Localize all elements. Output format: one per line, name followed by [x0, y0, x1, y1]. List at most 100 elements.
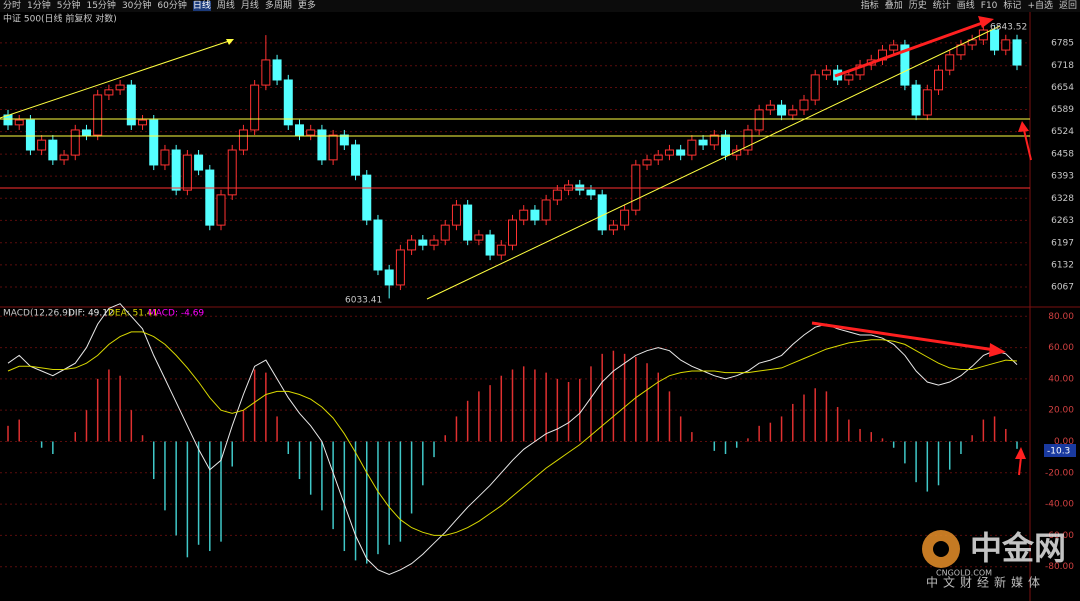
y-tick-label: 6458	[1051, 150, 1074, 160]
watermark-name: 中金网	[970, 529, 1066, 567]
candle-body	[541, 199, 551, 221]
y-tick-label: 6785	[1051, 38, 1074, 48]
tool-button[interactable]: 画线	[956, 1, 975, 11]
period-tab[interactable]: 15分钟	[86, 1, 116, 11]
candle-body	[552, 189, 562, 201]
period-tab[interactable]: 30分钟	[121, 1, 152, 11]
candle-body	[889, 44, 899, 51]
candle-body	[48, 139, 58, 161]
y-tick-label: 0.00	[1054, 437, 1074, 447]
candle-body	[160, 149, 170, 166]
candle-body	[743, 129, 753, 151]
candle-body	[138, 119, 148, 126]
low-label: 6033.41	[345, 296, 382, 306]
tool-button[interactable]: F10	[980, 1, 998, 11]
legend-dif: DIF: 49.12	[68, 309, 114, 319]
candle-body	[608, 224, 618, 231]
candle-body	[451, 204, 461, 226]
candle-body	[205, 169, 215, 226]
arrowhead	[226, 39, 234, 45]
candle-body	[384, 269, 394, 286]
candle-body	[519, 209, 529, 221]
tool-button[interactable]: 历史	[908, 1, 927, 11]
y-tick-label: 20.00	[1048, 406, 1074, 416]
period-tab[interactable]: 日线	[192, 1, 211, 11]
candle-body	[250, 84, 260, 131]
current-value-box	[1044, 444, 1076, 457]
y-tick-label: 6197	[1051, 238, 1074, 248]
y-tick-label: -60.00	[1045, 531, 1074, 541]
candle-body	[104, 89, 114, 96]
y-tick-label: 6132	[1051, 260, 1074, 270]
candle-body	[395, 249, 405, 286]
watermark-url: CNGOLD.COM	[936, 569, 992, 578]
tool-button[interactable]: 返回	[1058, 1, 1077, 11]
candle-body	[407, 239, 417, 251]
period-tab[interactable]: 周线	[216, 1, 235, 11]
period-tab[interactable]: 更多	[297, 1, 316, 11]
arrowhead	[1015, 447, 1026, 459]
candle-body	[328, 134, 338, 161]
y-tick-label: 6718	[1051, 61, 1074, 71]
plot: 6785 6718 6654 6589 6524 6458 6393 6328 6263 6197…	[0, 23, 1074, 576]
candle-body	[496, 244, 506, 256]
candle-body	[709, 134, 719, 146]
candle-body	[900, 44, 910, 86]
period-tab[interactable]: 1分钟	[27, 1, 51, 11]
tool-buttons: 指标 叠加 历史 统计 画线 F10 标记 +自选 返回	[858, 0, 1080, 12]
candle-body	[586, 189, 596, 196]
chart-title: 中证 500(日线 前复权 对数)	[3, 13, 117, 25]
y-tick-label: 60.00	[1048, 343, 1074, 353]
arrowhead	[1018, 121, 1029, 132]
y-tick-label: 6328	[1051, 194, 1074, 204]
period-tab[interactable]: 分时	[3, 1, 22, 11]
candle-body	[754, 109, 764, 131]
candle-body	[676, 149, 686, 156]
candle-body	[182, 154, 192, 191]
candle-body	[788, 109, 798, 116]
candle-body	[1012, 39, 1022, 66]
candle-body	[283, 79, 293, 126]
candle-body	[911, 84, 921, 116]
candle-body	[93, 94, 103, 136]
candle-body	[922, 89, 932, 116]
candle-body	[620, 209, 630, 226]
macd-title: MACD(12,26,9)	[3, 309, 71, 319]
period-tab[interactable]: 月线	[240, 1, 259, 11]
watermark: 中金网 CNGOLD.COM 中文财经新媒体	[922, 529, 1066, 590]
toolbar: 分时 1分钟 5分钟 15分钟 30分钟 60分钟 日线 周线 月线 多周期 更多 指标 叠加 历史 统计…	[0, 0, 1080, 12]
logo	[933, 541, 949, 557]
candle-body	[126, 84, 136, 126]
tool-button[interactable]: +自选	[1027, 1, 1053, 11]
tool-button[interactable]: 标记	[1003, 1, 1022, 11]
y-tick-label: 6393	[1051, 172, 1074, 182]
period-tab[interactable]: 5分钟	[56, 1, 81, 11]
candle-body	[463, 204, 473, 241]
candle-body	[530, 209, 540, 221]
candle-body	[115, 84, 125, 91]
candle-body	[440, 224, 450, 241]
y-tick-label: 80.00	[1048, 312, 1074, 322]
legend-dea: DEA: 51.41	[108, 309, 158, 319]
arrowhead	[978, 16, 994, 28]
y-tick-label: 6654	[1051, 83, 1074, 93]
red-arrow	[811, 321, 996, 352]
period-tab[interactable]: 60分钟	[157, 1, 187, 11]
tool-button[interactable]: 叠加	[884, 1, 903, 11]
candle-body	[59, 154, 69, 161]
candle-body	[227, 149, 237, 196]
legend-macd: MACD: -4.69	[148, 309, 204, 319]
candle-body	[721, 134, 731, 156]
candle-body	[687, 139, 697, 156]
candle-body	[508, 219, 517, 246]
period-tab[interactable]: 多周期	[264, 1, 292, 11]
y-tick-label: 40.00	[1048, 374, 1074, 384]
current-value: -10.3	[1047, 447, 1070, 457]
tool-button[interactable]: 指标	[860, 1, 879, 11]
candle-body	[317, 129, 327, 161]
tool-button[interactable]: 统计	[932, 1, 951, 11]
candle-body	[373, 219, 383, 271]
candle-body	[967, 39, 977, 46]
candle-body	[821, 69, 831, 76]
